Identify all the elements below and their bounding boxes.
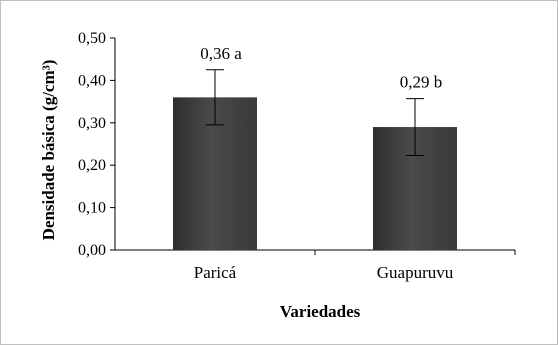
y-ticks: 0,00 0,10 0,20 0,30 0,40 0,50 [78,30,115,259]
y-tick-label: 0,40 [78,72,106,89]
y-axis-title: Densidade básica (g/cm³) [39,60,58,241]
data-label-0: 0,36 a [200,44,242,63]
data-labels: 0,36 a 0,29 b [200,44,442,92]
y-tick-label: 0,50 [78,30,106,47]
error-bar-0 [206,69,224,126]
x-tick-labels: Paricá Guapuruvu [194,250,516,282]
bars [173,97,457,250]
data-label-1: 0,29 b [400,73,443,92]
y-tick-label: 0,00 [78,242,106,259]
y-tick-label: 0,30 [78,115,106,132]
x-tick-label: Paricá [194,263,237,282]
x-axis-title: Variedades [280,302,361,321]
y-tick-label: 0,10 [78,200,106,217]
error-bars [206,69,424,156]
error-bar-1 [406,98,424,156]
y-tick-label: 0,20 [78,157,106,174]
x-tick-label: Guapuruvu [377,263,454,282]
